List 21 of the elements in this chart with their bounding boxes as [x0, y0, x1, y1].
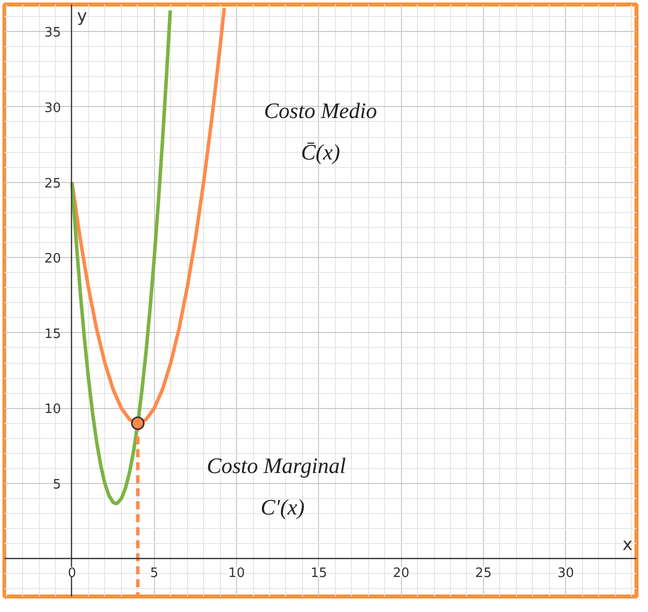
x-axis-title: x: [622, 534, 633, 555]
y-tick-label: 30: [44, 100, 61, 116]
y-tick-label: 25: [44, 176, 61, 192]
x-tick-label: 30: [557, 566, 574, 581]
line-series: [70, 8, 172, 506]
x-tick-label: 10: [228, 566, 245, 581]
y-tick-label: 15: [44, 326, 61, 342]
x-tick-label: 0: [68, 566, 76, 581]
annotation: C′(x): [260, 494, 305, 520]
y-axis-title: y: [76, 6, 88, 26]
annotation: Costo Medio: [264, 98, 378, 123]
annotation: Costo Marginal: [206, 453, 346, 478]
y-tick-label: 20: [44, 252, 61, 267]
x-tick-label: 15: [310, 566, 328, 581]
y-tick-label: 35: [44, 26, 61, 41]
annotation: C̄(x): [300, 139, 340, 164]
x-tick-label: 20: [392, 566, 410, 581]
y-tick-label: 10: [44, 402, 61, 418]
x-tick-label: 25: [475, 566, 492, 581]
x-tick-label: 5: [150, 566, 158, 581]
y-tick-label: 5: [52, 478, 61, 493]
